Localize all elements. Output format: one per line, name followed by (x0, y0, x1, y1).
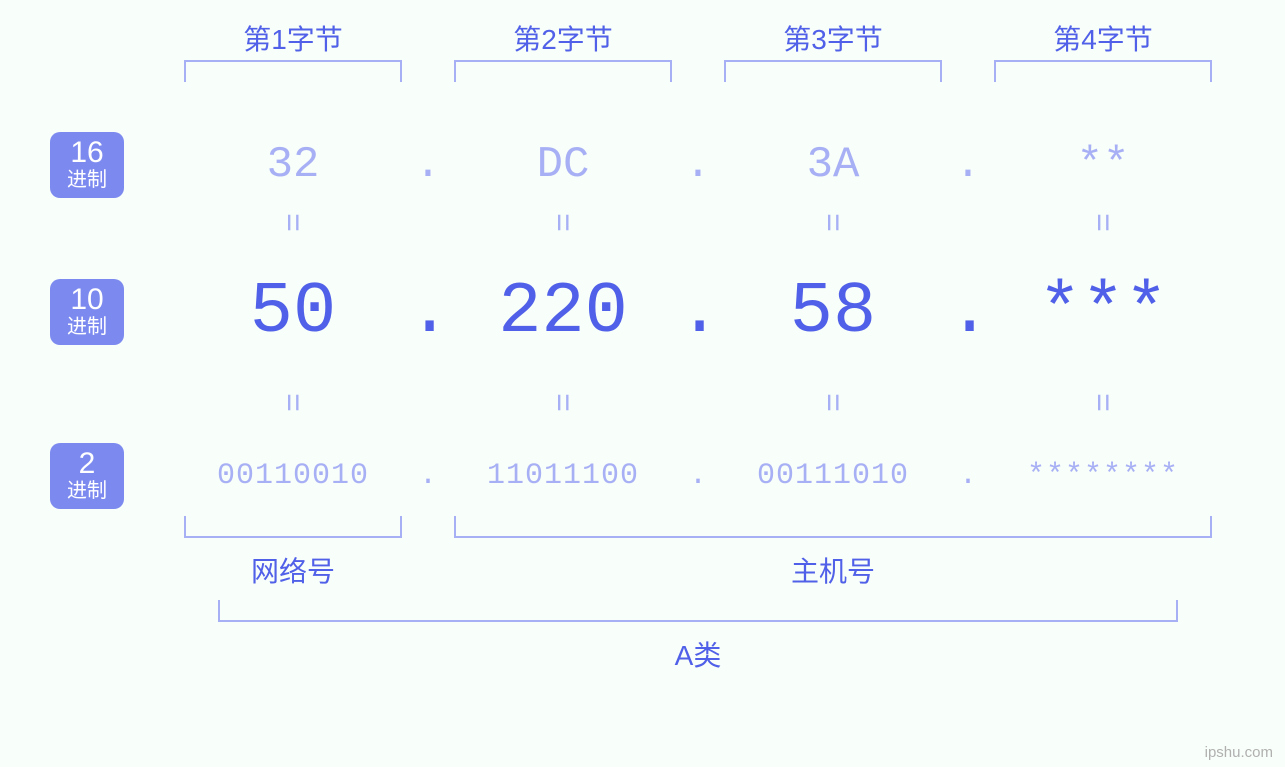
dec-badge-number: 10 (64, 285, 110, 315)
net-host-labels-row: 网络号 主机号 (178, 550, 1250, 594)
bin-row: 2 进制 00110010 . 11011100 . 00111010 . **… (50, 444, 1250, 508)
dec-dot-3: . (948, 271, 988, 353)
top-brackets-row (178, 60, 1250, 90)
class-bracket (218, 600, 1178, 622)
bin-dot-2: . (678, 459, 718, 493)
top-bracket-3 (724, 60, 942, 82)
top-bracket-4 (994, 60, 1212, 82)
hex-badge-label: 进制 (64, 168, 110, 192)
hex-dot-1: . (408, 140, 448, 190)
bin-dot-3: . (948, 459, 988, 493)
equals-row-2: = = = = (178, 384, 1250, 420)
host-label: 主机号 (448, 550, 1218, 590)
bin-dot-1: . (408, 459, 448, 493)
dec-dot-2: . (678, 271, 718, 353)
equals-2-4: = (1085, 287, 1122, 517)
equals-row-1: = = = = (178, 204, 1250, 240)
bin-badge-label: 进制 (64, 479, 110, 503)
diagram-container: 第1字节 第2字节 第3字节 第4字节 16 进制 32 . DC . 3A .… (50, 18, 1250, 674)
hex-badge-number: 16 (64, 138, 110, 168)
byte-header-4: 第4字节 (988, 18, 1218, 58)
dec-badge-label: 进制 (64, 315, 110, 339)
byte-header-1: 第1字节 (178, 18, 408, 58)
top-bracket-2 (454, 60, 672, 82)
equals-2-1: = (275, 287, 312, 517)
class-label: A类 (178, 634, 1218, 674)
dec-badge: 10 进制 (50, 279, 124, 345)
network-bracket (184, 516, 402, 538)
class-bracket-row (178, 600, 1250, 628)
equals-2-3: = (815, 287, 852, 517)
byte-header-2: 第2字节 (448, 18, 678, 58)
dec-row: 10 进制 50 . 220 . 58 . *** (50, 268, 1250, 356)
equals-2-2: = (545, 287, 582, 517)
bin-badge-number: 2 (64, 449, 110, 479)
hex-dot-2: . (678, 140, 718, 190)
hex-row: 16 进制 32 . DC . 3A . ** (50, 126, 1250, 204)
hex-badge: 16 进制 (50, 132, 124, 198)
dec-dot-1: . (408, 271, 448, 353)
net-host-brackets-row (178, 516, 1250, 544)
network-label: 网络号 (178, 550, 408, 590)
class-label-row: A类 (178, 634, 1250, 674)
top-bracket-1 (184, 60, 402, 82)
host-bracket (454, 516, 1212, 538)
watermark: ipshu.com (1205, 744, 1273, 761)
hex-dot-3: . (948, 140, 988, 190)
byte-header-3: 第3字节 (718, 18, 948, 58)
bin-badge: 2 进制 (50, 443, 124, 509)
byte-headers-row: 第1字节 第2字节 第3字节 第4字节 (178, 18, 1250, 60)
